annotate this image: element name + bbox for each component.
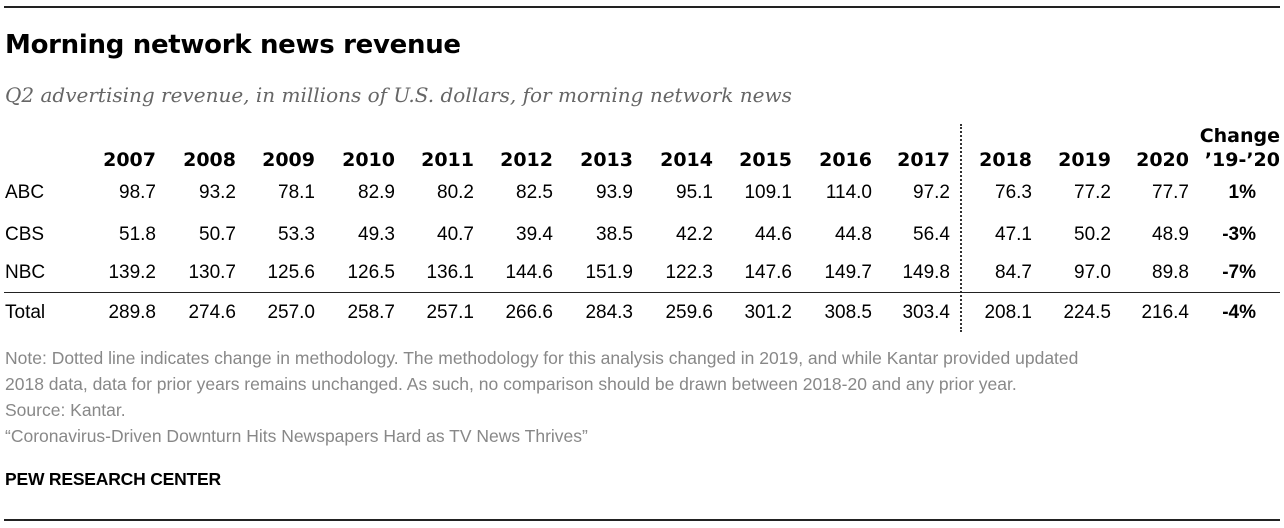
cell-abc-2020: 77.7 xyxy=(1152,182,1189,203)
cell-nbc-2011: 136.1 xyxy=(426,262,474,283)
column-header-2018: 2018 xyxy=(979,149,1032,171)
cell-total-2018: 208.1 xyxy=(984,302,1032,323)
cell-cbs-2008: 50.7 xyxy=(199,224,236,245)
cell-abc-2010: 82.9 xyxy=(358,182,395,203)
cell-total-2010: 258.7 xyxy=(347,302,395,323)
cell-cbs-2017: 56.4 xyxy=(913,224,950,245)
cell-cbs-2010: 49.3 xyxy=(358,224,395,245)
column-header-2015: 2015 xyxy=(739,149,792,171)
change-abc: 1% xyxy=(1228,182,1256,203)
cell-total-2008: 274.6 xyxy=(188,302,236,323)
row-label-total: Total xyxy=(5,302,46,323)
cell-cbs-2018: 47.1 xyxy=(995,224,1032,245)
cell-abc-2012: 82.5 xyxy=(516,182,553,203)
change-cbs: -3% xyxy=(1222,224,1256,245)
cell-nbc-2019: 97.0 xyxy=(1074,262,1111,283)
cell-total-2019: 224.5 xyxy=(1063,302,1111,323)
cell-nbc-2009: 125.6 xyxy=(267,262,315,283)
cell-cbs-2014: 42.2 xyxy=(676,224,713,245)
cell-abc-2014: 95.1 xyxy=(676,182,713,203)
row-label-nbc: NBC xyxy=(5,262,46,283)
column-header-2016: 2016 xyxy=(819,149,872,171)
cell-total-2012: 266.6 xyxy=(505,302,553,323)
cell-abc-2018: 76.3 xyxy=(995,182,1032,203)
cell-cbs-2013: 38.5 xyxy=(596,224,633,245)
cell-total-2020: 216.4 xyxy=(1141,302,1189,323)
cell-nbc-2016: 149.7 xyxy=(824,262,872,283)
cell-abc-2013: 93.9 xyxy=(596,182,633,203)
chart-subtitle: Q2 advertising revenue, in millions of U… xyxy=(5,83,792,107)
report-title-line: “Coronavirus-Driven Downturn Hits Newspa… xyxy=(5,426,588,446)
cell-abc-2019: 77.2 xyxy=(1074,182,1111,203)
change-nbc: -7% xyxy=(1222,262,1256,283)
cell-total-2014: 259.6 xyxy=(665,302,713,323)
cell-total-2016: 308.5 xyxy=(824,302,872,323)
column-header-2017: 2017 xyxy=(897,149,950,171)
revenue-table: 2007 2008 2009 2010 2011 2012 2013 2014 2015 2016… xyxy=(0,124,1284,334)
cell-total-2007: 289.8 xyxy=(108,302,156,323)
cell-cbs-2012: 39.4 xyxy=(516,224,553,245)
note-line-1: Note: Dotted line indicates change in me… xyxy=(5,348,1079,368)
column-header-2010: 2010 xyxy=(342,149,395,171)
cell-total-2009: 257.0 xyxy=(267,302,315,323)
cell-nbc-2015: 147.6 xyxy=(744,262,792,283)
cell-cbs-2015: 44.6 xyxy=(755,224,792,245)
cell-total-2015: 301.2 xyxy=(744,302,792,323)
row-label-abc: ABC xyxy=(5,182,45,203)
cell-nbc-2007: 139.2 xyxy=(108,262,156,283)
cell-abc-2009: 78.1 xyxy=(278,182,315,203)
column-header-2012: 2012 xyxy=(500,149,553,171)
change-total: -4% xyxy=(1222,302,1256,323)
cell-cbs-2020: 48.9 xyxy=(1152,224,1189,245)
total-row-rule xyxy=(4,292,1280,293)
column-header-2020: 2020 xyxy=(1136,149,1189,171)
cell-nbc-2010: 126.5 xyxy=(347,262,395,283)
notes-block: Note: Dotted line indicates change in me… xyxy=(5,345,1280,449)
cell-cbs-2007: 51.8 xyxy=(119,224,156,245)
cell-nbc-2012: 144.6 xyxy=(505,262,553,283)
source-line: Source: Kantar. xyxy=(5,400,126,420)
cell-abc-2015: 109.1 xyxy=(744,182,792,203)
bottom-rule xyxy=(4,519,1280,521)
cell-total-2011: 257.1 xyxy=(426,302,474,323)
cell-nbc-2020: 89.8 xyxy=(1152,262,1189,283)
column-header-2007: 2007 xyxy=(103,149,156,171)
column-header-2009: 2009 xyxy=(262,149,315,171)
cell-nbc-2017: 149.8 xyxy=(902,262,950,283)
cell-cbs-2016: 44.8 xyxy=(835,224,872,245)
cell-abc-2016: 114.0 xyxy=(825,182,872,203)
cell-abc-2008: 93.2 xyxy=(199,182,236,203)
cell-abc-2017: 97.2 xyxy=(913,182,950,203)
cell-abc-2011: 80.2 xyxy=(437,182,474,203)
cell-nbc-2018: 84.7 xyxy=(995,262,1032,283)
chart-title: Morning network news revenue xyxy=(5,30,461,60)
column-header-2011: 2011 xyxy=(421,149,474,171)
methodology-divider xyxy=(960,124,962,332)
change-header-line-1: Change xyxy=(1199,125,1280,147)
cell-nbc-2014: 122.3 xyxy=(665,262,713,283)
cell-total-2017: 303.4 xyxy=(902,302,950,323)
change-header-line-2: ’19-’20 xyxy=(1204,149,1280,171)
brand-logo-text: PEW RESEARCH CENTER xyxy=(5,469,221,489)
cell-abc-2007: 98.7 xyxy=(119,182,156,203)
note-line-2: 2018 data, data for prior years remains … xyxy=(5,374,1017,394)
column-header-2014: 2014 xyxy=(660,149,713,171)
cell-nbc-2008: 130.7 xyxy=(188,262,236,283)
column-header-2008: 2008 xyxy=(183,149,236,171)
cell-cbs-2009: 53.3 xyxy=(278,224,315,245)
cell-cbs-2011: 40.7 xyxy=(437,224,474,245)
column-header-2019: 2019 xyxy=(1058,149,1111,171)
cell-total-2013: 284.3 xyxy=(585,302,633,323)
top-rule xyxy=(4,6,1280,8)
row-label-cbs: CBS xyxy=(5,224,45,245)
cell-nbc-2013: 151.9 xyxy=(585,262,633,283)
cell-cbs-2019: 50.2 xyxy=(1074,224,1111,245)
column-header-2013: 2013 xyxy=(580,149,633,171)
